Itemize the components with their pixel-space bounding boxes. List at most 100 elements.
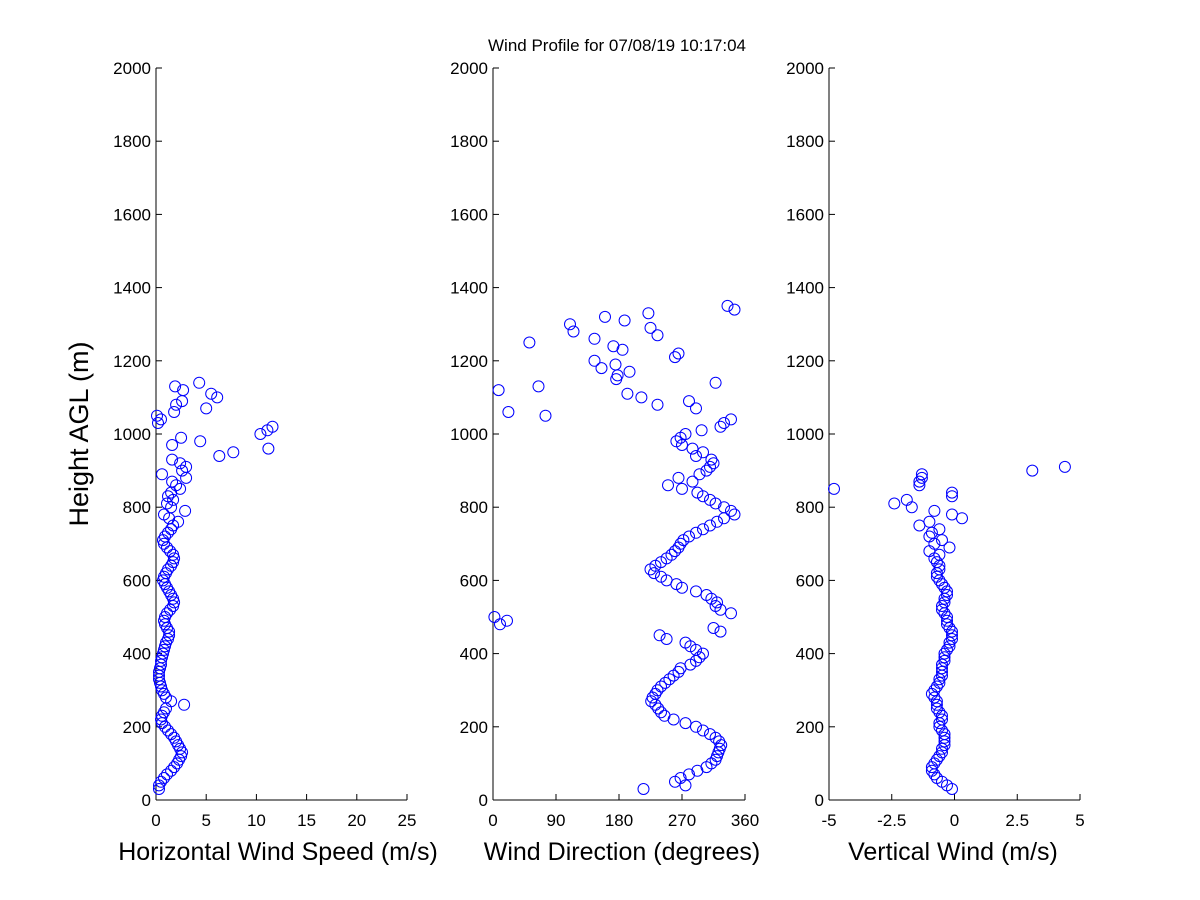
data-point (663, 673, 676, 686)
data-point (159, 720, 171, 733)
data-point (170, 479, 183, 492)
data-point (180, 460, 193, 473)
data-point (177, 384, 190, 397)
data-point (938, 581, 951, 594)
data-point (941, 618, 953, 631)
data-point (159, 530, 171, 543)
data-point (956, 512, 968, 525)
data-point (488, 611, 501, 623)
data-point (588, 354, 601, 367)
data-point (704, 728, 716, 741)
data-point (670, 435, 683, 448)
data-point (923, 545, 936, 558)
data-point (155, 413, 167, 426)
data-point (713, 735, 726, 748)
data-point (164, 603, 177, 616)
x-tick-label: 2.5 (1005, 811, 1029, 830)
data-point (913, 475, 926, 488)
data-point (943, 622, 956, 634)
y-tick-label: 400 (460, 645, 488, 664)
data-point (679, 636, 692, 649)
data-point (936, 713, 948, 726)
data-point (155, 775, 167, 788)
data-point (718, 417, 730, 429)
data-point (941, 589, 953, 601)
data-point (595, 362, 608, 375)
data-point (933, 750, 946, 763)
data-point (905, 501, 918, 514)
data-point (933, 523, 946, 536)
x-tick-label: 270 (668, 811, 696, 830)
data-point (933, 563, 946, 576)
data-point (167, 548, 180, 561)
data-point (700, 761, 713, 774)
data-point (170, 398, 183, 411)
data-point (697, 446, 709, 459)
data-point (925, 687, 938, 700)
data-point (168, 731, 181, 744)
data-point (158, 643, 170, 656)
data-points (151, 376, 279, 795)
data-point (936, 746, 948, 759)
y-tick-label: 400 (123, 645, 151, 664)
y-tick-label: 800 (796, 498, 824, 517)
data-point (651, 398, 664, 411)
data-point (709, 376, 722, 389)
data-point (704, 493, 716, 506)
y-tick-label: 400 (796, 645, 824, 664)
x-tick-label: 5 (201, 811, 210, 830)
data-point (943, 541, 956, 554)
data-point (683, 768, 695, 781)
data-point (211, 391, 224, 404)
x-tick-label: -5 (821, 811, 836, 830)
x-tick-label: 360 (731, 811, 759, 830)
y-tick-label: 600 (460, 571, 488, 590)
data-point (679, 717, 692, 730)
data-point (938, 607, 951, 620)
data-point (933, 673, 946, 686)
data-point (155, 680, 167, 693)
panel-horizontal-wind-speed: 0 200 400 600 800 1000 1200 1400 1600 1800 2000 0 5 1… (113, 59, 416, 830)
data-point (169, 380, 182, 393)
y-tick-label: 1400 (450, 279, 488, 298)
data-point (695, 424, 708, 437)
data-point (725, 413, 737, 426)
data-point (644, 321, 657, 334)
x-tick-label: 15 (297, 811, 316, 830)
data-point (665, 548, 678, 561)
data-point (502, 406, 515, 418)
data-points (488, 299, 741, 795)
y-tick-label: 1200 (450, 352, 488, 371)
data-point (938, 651, 951, 664)
data-point (205, 387, 218, 400)
data-point (936, 665, 948, 678)
data-point (161, 497, 173, 510)
data-point (621, 387, 634, 400)
x-tick-label: 20 (347, 811, 366, 830)
data-point (175, 431, 188, 444)
data-point (174, 457, 187, 470)
data-point (946, 490, 958, 503)
data-point (159, 640, 171, 653)
data-point (928, 768, 941, 781)
data-point (674, 772, 687, 784)
data-point (262, 442, 275, 455)
data-point (166, 475, 179, 488)
data-point (635, 391, 648, 404)
data-point (162, 724, 174, 737)
data-point (501, 614, 513, 627)
data-point (697, 724, 709, 737)
data-point (227, 446, 240, 459)
data-point (714, 603, 727, 616)
data-point (728, 508, 741, 521)
data-point (933, 676, 946, 689)
data-point (168, 406, 181, 418)
data-point (648, 567, 660, 580)
data-point (936, 600, 948, 612)
y-axis-label: Height AGL (m) (64, 341, 94, 526)
data-point (714, 625, 727, 638)
y-tick-label: 1000 (450, 425, 488, 444)
data-point (933, 574, 946, 587)
